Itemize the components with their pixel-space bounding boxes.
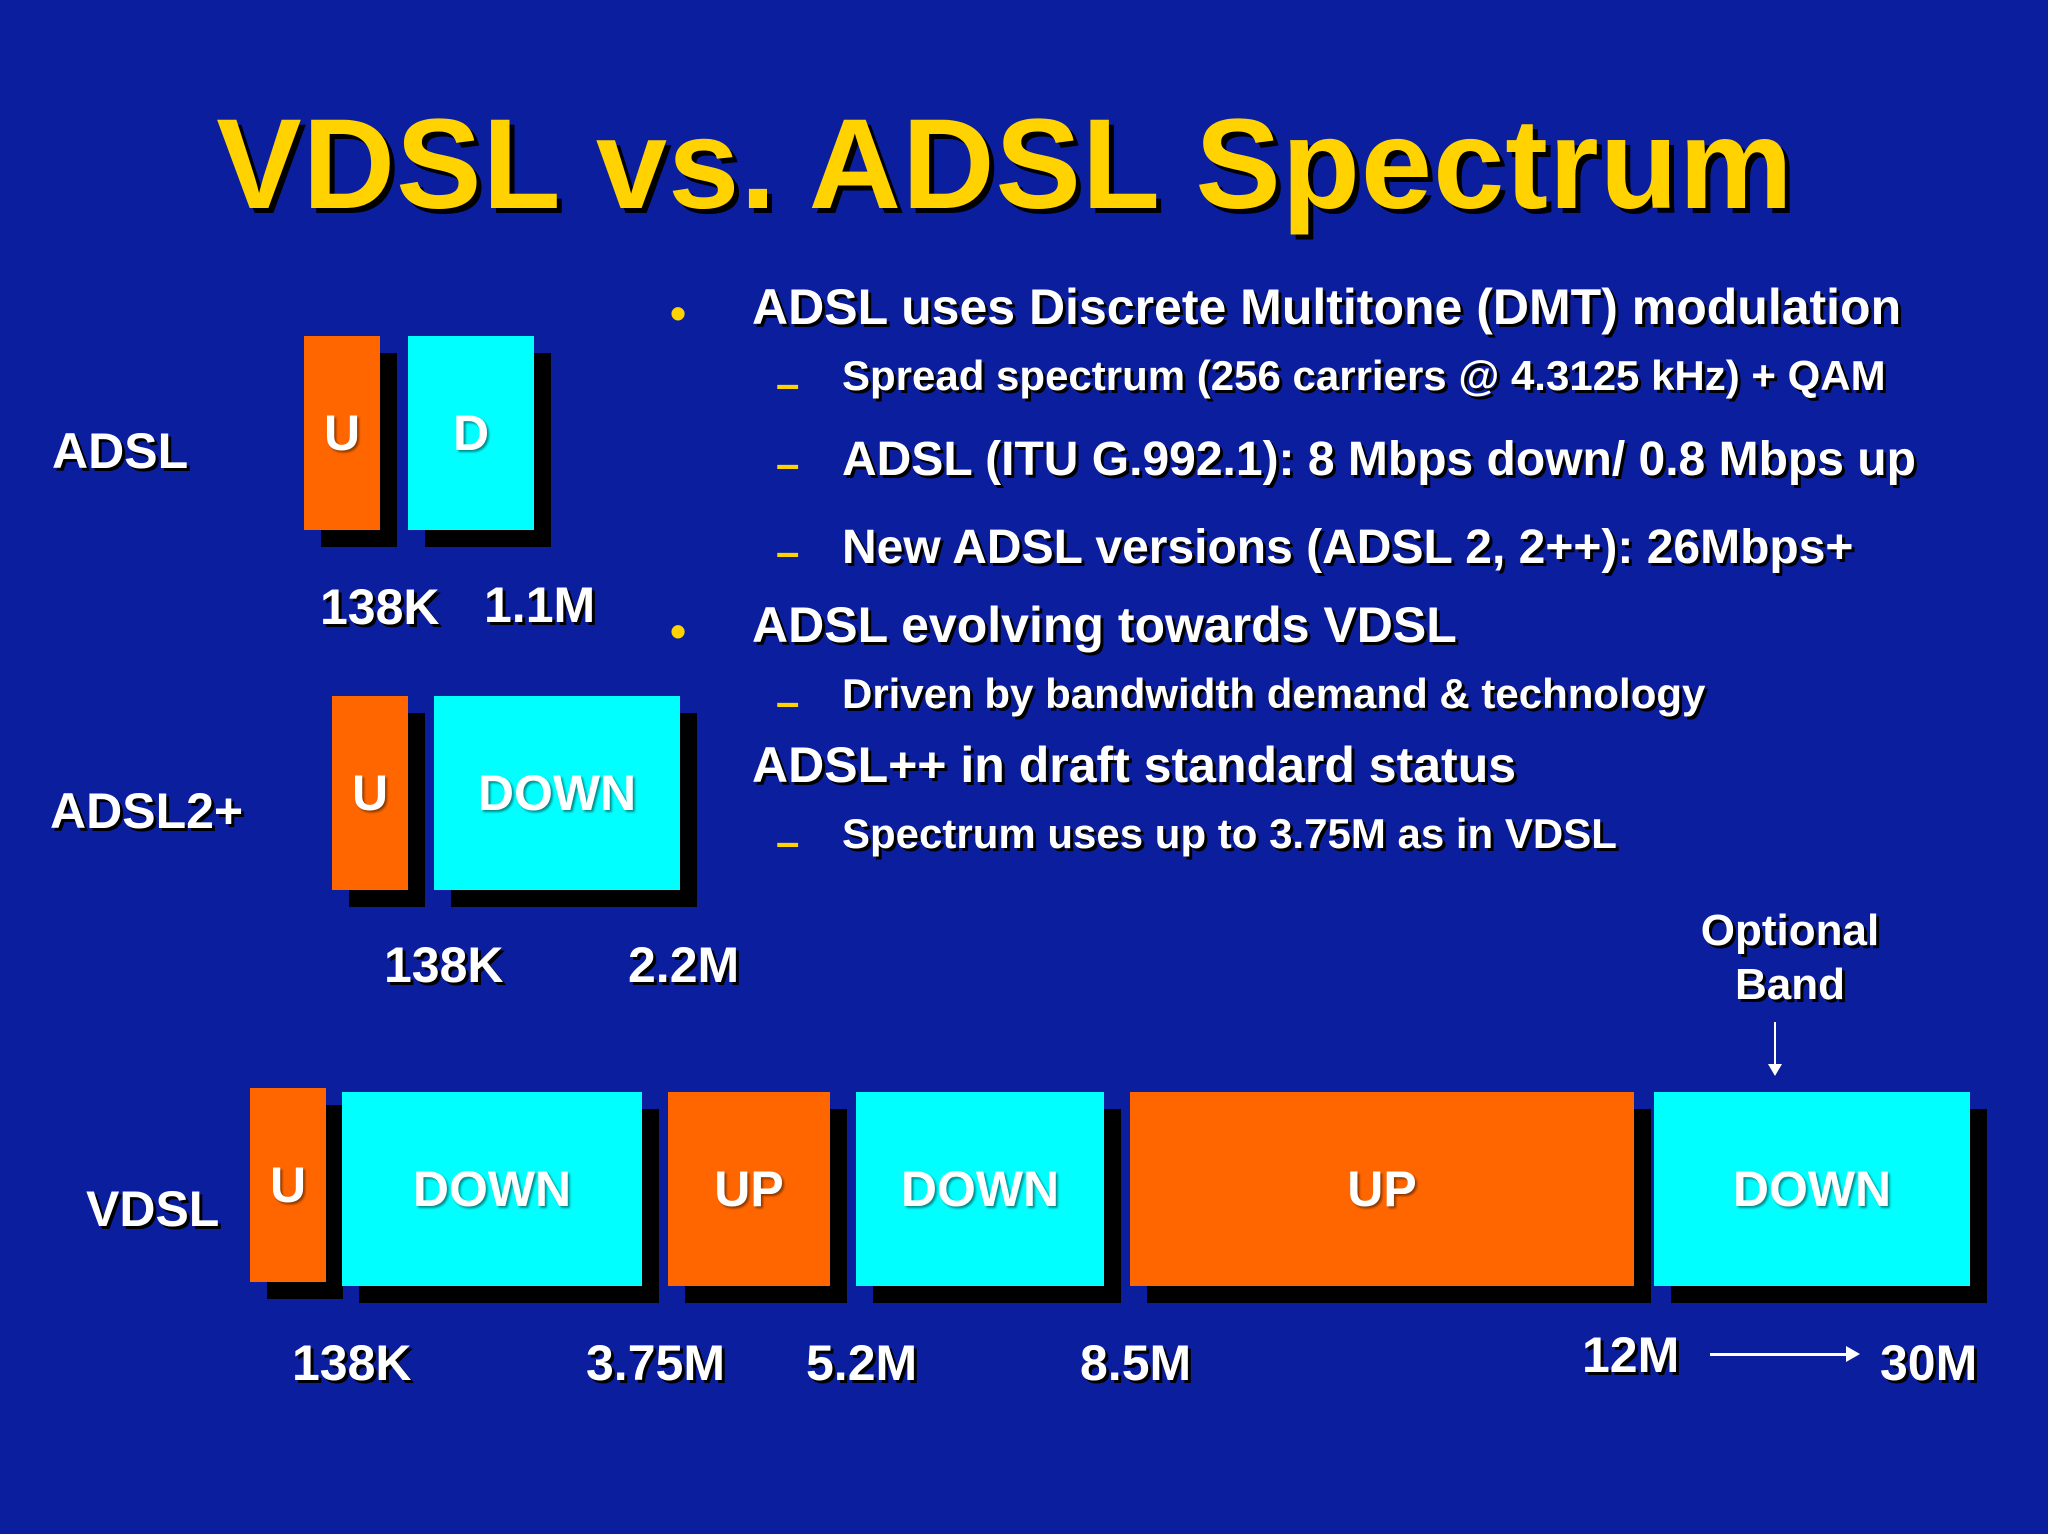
vdsl-up-band-2: UP bbox=[668, 1092, 830, 1286]
dash-marker: – bbox=[776, 818, 800, 865]
adsl-down-band: D bbox=[408, 336, 534, 530]
adsl2-up-band: U bbox=[332, 696, 408, 890]
vdsl-up-band-1: U bbox=[250, 1088, 326, 1282]
adsl2-freq-138k: 138K bbox=[384, 937, 504, 993]
vdsl-down-band-optional: DOWN bbox=[1654, 1092, 1970, 1286]
vdsl-freq-30m: 30M bbox=[1880, 1335, 1978, 1391]
vdsl-down-band-2: DOWN bbox=[856, 1092, 1104, 1286]
range-arrow-shaft bbox=[1710, 1353, 1850, 1356]
adsl-freq-138k: 138K bbox=[320, 579, 440, 635]
bullet-1: ADSL uses Discrete Multitone (DMT) modul… bbox=[752, 279, 1902, 335]
vdsl-freq-8-5m: 8.5M bbox=[1080, 1335, 1192, 1391]
vdsl-down-band-1: DOWN bbox=[342, 1092, 642, 1286]
bullet-marker: • bbox=[670, 605, 687, 657]
adsl2-down-band: DOWN bbox=[434, 696, 680, 890]
bullet-marker: • bbox=[670, 287, 687, 339]
optional-band-note: Optional Band bbox=[1680, 904, 1900, 1012]
right-arrow-icon bbox=[1846, 1346, 1860, 1362]
adsl-freq-1-1m: 1.1M bbox=[484, 577, 596, 633]
bullet-3-sub-1: Spectrum uses up to 3.75M as in VDSL bbox=[842, 810, 1617, 857]
dash-marker: – bbox=[776, 360, 800, 407]
adsl-row-label: ADSL bbox=[52, 423, 189, 479]
bullet-3: ADSL++ in draft standard status bbox=[752, 737, 1517, 793]
optional-arrow-shaft bbox=[1774, 1022, 1776, 1068]
vdsl-freq-12m: 12M bbox=[1582, 1327, 1680, 1383]
dash-marker: – bbox=[776, 440, 800, 487]
bullet-1-sub-1: Spread spectrum (256 carriers @ 4.3125 k… bbox=[842, 352, 1886, 399]
bullet-2-sub-1: Driven by bandwidth demand & technology bbox=[842, 670, 1706, 717]
adsl2-freq-2-2m: 2.2M bbox=[628, 937, 740, 993]
bullet-1-sub-3: New ADSL versions (ADSL 2, 2++): 26Mbps+ bbox=[842, 521, 1854, 574]
bullet-1-sub-2: ADSL (ITU G.992.1): 8 Mbps down/ 0.8 Mbp… bbox=[842, 433, 1916, 486]
down-arrow-icon bbox=[1768, 1064, 1782, 1076]
vdsl-freq-138k: 138K bbox=[292, 1335, 412, 1391]
optional-band-line2: Band bbox=[1735, 960, 1845, 1009]
dash-marker: – bbox=[776, 528, 800, 575]
slide-title: VDSL vs. ADSL Spectrum bbox=[216, 93, 1794, 236]
bullet-2: ADSL evolving towards VDSL bbox=[752, 597, 1457, 653]
vdsl-freq-3-75m: 3.75M bbox=[586, 1335, 725, 1391]
dash-marker: – bbox=[776, 678, 800, 725]
vdsl-freq-5-2m: 5.2M bbox=[806, 1335, 918, 1391]
vdsl-row-label: VDSL bbox=[86, 1181, 220, 1237]
optional-band-line1: Optional bbox=[1700, 906, 1880, 955]
adsl-up-band: U bbox=[304, 336, 380, 530]
vdsl-up-band-3: UP bbox=[1130, 1092, 1634, 1286]
adsl2-row-label: ADSL2+ bbox=[50, 783, 244, 839]
